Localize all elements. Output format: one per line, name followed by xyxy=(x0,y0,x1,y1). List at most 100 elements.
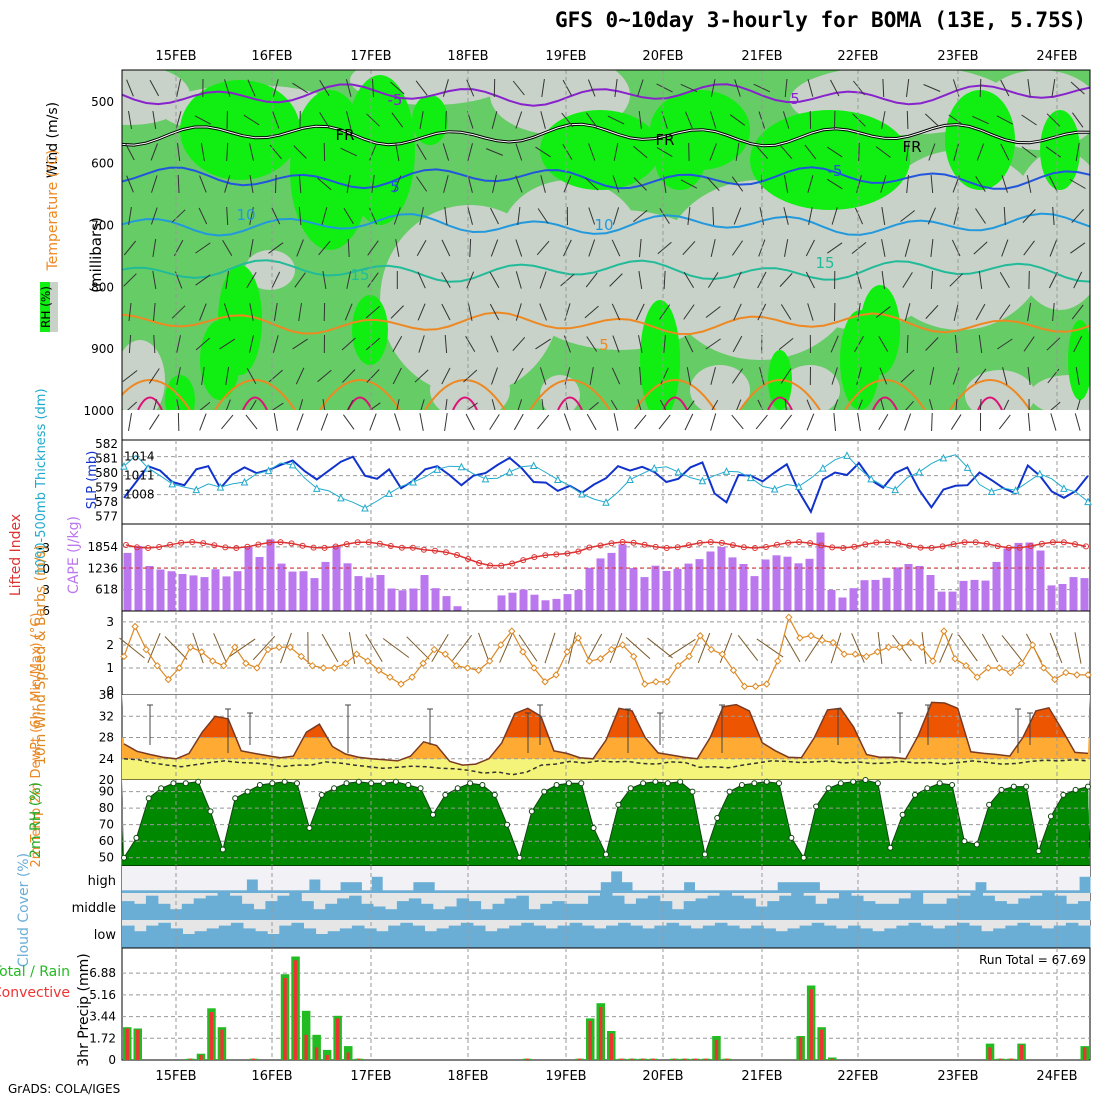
cloud-low-cell-44 xyxy=(654,925,667,948)
cape-bar-30 xyxy=(453,606,462,611)
cape-bar-40 xyxy=(563,594,572,611)
rh-tick-80: 80 xyxy=(99,801,114,815)
barb xyxy=(176,399,180,410)
barb xyxy=(706,177,720,191)
cloud-middle-cell-3 xyxy=(157,903,171,920)
cape-bar-29 xyxy=(442,596,451,611)
barb xyxy=(499,633,513,663)
barb xyxy=(1001,239,1009,257)
barb xyxy=(469,238,472,258)
barb xyxy=(755,414,768,430)
cloud-low-cell-6 xyxy=(194,931,208,948)
date-top-21feb: 21FEB xyxy=(741,49,782,64)
barb xyxy=(345,79,352,97)
temp-contour-0 xyxy=(122,83,1090,107)
barb xyxy=(414,369,429,383)
barb xyxy=(317,177,332,191)
barb xyxy=(298,174,302,194)
barb xyxy=(342,369,356,383)
upper-air-ytick-800: 800 xyxy=(91,280,114,294)
barb xyxy=(123,240,137,256)
rh-dry-region-8 xyxy=(500,180,640,300)
wind-speed-marker-77 xyxy=(973,673,981,681)
rh-marker-77 xyxy=(1072,786,1079,793)
cloud-low-cell-49 xyxy=(714,922,728,948)
slp-tick-1014: 1014 xyxy=(124,450,155,464)
barb xyxy=(225,271,229,289)
barb xyxy=(127,401,138,410)
temp-contour-hot-0 xyxy=(137,396,163,410)
precip-total-bar-19 xyxy=(322,1049,332,1060)
date-bottom-19feb: 19FEB xyxy=(545,1069,586,1084)
cloud-high-cell-61 xyxy=(756,890,768,893)
barb xyxy=(586,336,598,352)
barb xyxy=(177,174,180,194)
rh-marker-10 xyxy=(244,788,251,795)
wind-speed-marker-36 xyxy=(519,648,527,656)
cloud-low-cell-27 xyxy=(448,925,462,948)
cloud-high-cell-88 xyxy=(1038,890,1049,893)
wind-speed-marker-61 xyxy=(796,634,804,642)
cloud-middle-cell-7 xyxy=(205,895,219,920)
barb xyxy=(633,145,648,159)
barb xyxy=(223,303,231,321)
barb xyxy=(638,271,643,289)
barb xyxy=(830,632,842,664)
barb xyxy=(195,274,211,286)
cloud-low-cell-56 xyxy=(799,925,813,948)
barb xyxy=(637,79,644,97)
barb xyxy=(122,370,138,382)
cloud-middle-cell-23 xyxy=(396,901,410,920)
cape-bar-44 xyxy=(607,552,616,611)
precip-conv-bar-65 xyxy=(809,989,813,1060)
cloud-low-cell-64 xyxy=(896,925,909,948)
barb xyxy=(492,175,497,193)
cape-bar-6 xyxy=(189,575,198,611)
barb xyxy=(490,335,499,353)
cape-bar-76 xyxy=(959,580,968,611)
rh-marker-11 xyxy=(256,782,263,788)
cloud-middle-cell-37 xyxy=(564,903,577,920)
temp-line xyxy=(123,701,1089,766)
cloud-low-cell-26 xyxy=(436,928,450,948)
barb xyxy=(417,303,426,321)
barb xyxy=(535,338,551,350)
cloud-low-cell-7 xyxy=(206,928,220,948)
barb xyxy=(128,303,132,321)
cape-bar-68 xyxy=(871,579,880,611)
cloud-middle-cell-6 xyxy=(193,898,207,920)
cape-bar-78 xyxy=(981,580,990,611)
barb xyxy=(176,335,181,353)
thickness-marker-38 xyxy=(578,489,586,498)
barb xyxy=(634,414,647,430)
cloud-low-cell-3 xyxy=(158,922,171,948)
barb xyxy=(226,142,229,162)
wind-speed-marker-82 xyxy=(1028,641,1037,649)
cape-bar-45 xyxy=(618,544,627,611)
upper-air-surface-gap xyxy=(122,410,1090,440)
wind-label: 10m Wind Speed & Barbs (m/s) xyxy=(33,545,49,765)
barb xyxy=(948,114,964,126)
precip-conv-bar-22 xyxy=(357,1058,361,1060)
temp-tick-20: 20 xyxy=(99,773,114,787)
contour-label-2: FR xyxy=(655,131,674,149)
barb xyxy=(148,368,160,384)
barb xyxy=(346,111,352,129)
barb xyxy=(1052,302,1055,322)
barb xyxy=(826,146,843,158)
cape-tick-618: 618 xyxy=(95,583,118,597)
cloud-low-cell-5 xyxy=(182,934,196,948)
cape-bar-23 xyxy=(376,575,385,611)
barb xyxy=(857,413,861,431)
temp-contour-sfc-5 xyxy=(634,379,716,410)
barb xyxy=(609,273,623,287)
cape-bar-57 xyxy=(750,576,759,611)
slp-tick-1008: 1008 xyxy=(124,488,155,502)
cloud-middle-cell-41 xyxy=(612,895,625,920)
thickness-marker-8 xyxy=(216,482,225,491)
barb xyxy=(635,303,645,321)
thickness-marker-36 xyxy=(553,475,562,483)
cloud-low-cell-76 xyxy=(1041,928,1055,948)
rh-marker-14 xyxy=(294,780,300,787)
